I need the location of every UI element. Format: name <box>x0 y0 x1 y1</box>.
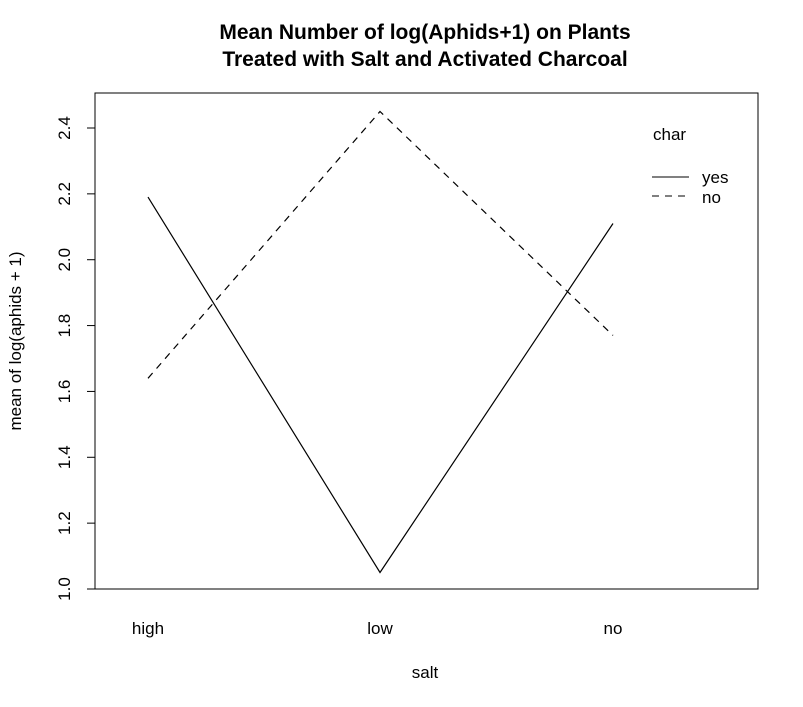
y-tick-label: 2.2 <box>55 182 74 206</box>
chart-title-line-1: Mean Number of log(Aphids+1) on Plants <box>219 21 630 44</box>
x-tick-label-low: low <box>367 619 393 638</box>
chart-title-line-2: Treated with Salt and Activated Charcoal <box>222 48 627 71</box>
y-tick-label: 2.0 <box>55 248 74 272</box>
y-tick-label: 1.2 <box>55 511 74 535</box>
legend-label-no: no <box>702 188 721 207</box>
y-axis-title: mean of log(aphids + 1) <box>6 251 25 430</box>
x-axis: high low no <box>132 619 623 638</box>
x-tick-label-no: no <box>604 619 623 638</box>
legend-label-yes: yes <box>702 168 728 187</box>
y-tick-label: 1.4 <box>55 445 74 469</box>
x-axis-title: salt <box>412 663 439 682</box>
legend-title: char <box>653 125 686 144</box>
y-tick-label: 1.8 <box>55 314 74 338</box>
plot-frame <box>94 92 759 590</box>
series-lines <box>147 110 614 574</box>
series-line-yes <box>147 196 614 574</box>
legend: char yes no <box>652 125 728 207</box>
y-axis: 1.0 1.2 1.4 1.6 1.8 2.0 2.2 2.4 <box>55 116 96 601</box>
series-line-no <box>147 110 614 379</box>
y-tick-label: 2.4 <box>55 116 74 140</box>
y-tick-label: 1.0 <box>55 577 74 601</box>
x-tick-label-high: high <box>132 619 164 638</box>
y-tick-label: 1.6 <box>55 380 74 404</box>
